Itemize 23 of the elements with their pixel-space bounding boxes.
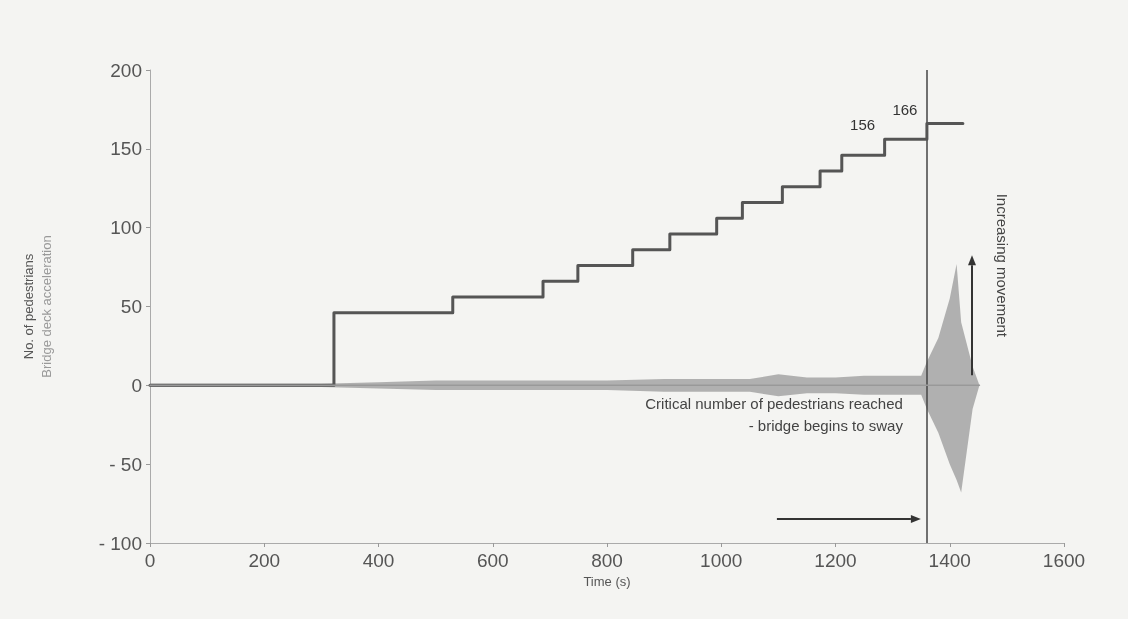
x-tick-label: 800 (591, 550, 623, 571)
x-tick-label: 1000 (700, 550, 743, 571)
y-tick-label: 50 (120, 296, 142, 317)
ref-line-label: Critical number of pedestrians reached - bridge begins to sway (645, 395, 904, 435)
data-label: 156 (850, 116, 876, 134)
y-tick-label: 0 (131, 374, 142, 396)
y-tick-label: 150 (110, 138, 142, 160)
x-tick-label: 0 (144, 550, 156, 571)
x-tick-label: 400 (362, 550, 395, 571)
x-tick-label: 1600 (1042, 550, 1086, 571)
y-tick-label: - 100 (98, 532, 142, 554)
x-axis-title: Time (s) (583, 573, 631, 589)
x-tick-label: 200 (248, 550, 281, 571)
data-label: 166 (892, 100, 918, 118)
y-axis-title: No. of pedestrians (20, 253, 36, 360)
x-tick-label: 1200 (814, 550, 857, 571)
x-tick-label: 600 (476, 550, 509, 571)
y-tick-label: 200 (110, 59, 142, 81)
text: Bridge deck acceleration (38, 235, 54, 378)
y-tick-label: 100 (110, 217, 142, 239)
annotation: Increasing movement (993, 193, 1011, 338)
x-tick-label: 1400 (928, 550, 971, 571)
y-tick-label: - 50 (109, 453, 142, 475)
